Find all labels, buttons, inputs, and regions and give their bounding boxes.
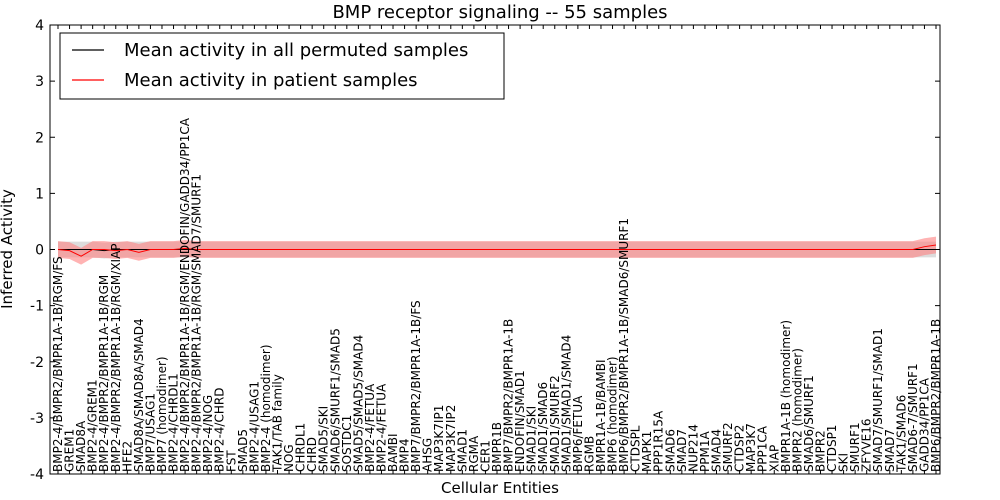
x-tick-label: TAK1/TAB family [271, 374, 285, 473]
x-tick-label: TAK1/SMAD6 [894, 395, 908, 473]
legend-label-0: Mean activity in all permuted samples [124, 40, 468, 61]
x-tick-label: BMP2-4/BMPR2/BMPR1A-1B/RGM/SMAD7/SMURF1 [190, 174, 204, 472]
x-tick-label: ZFYVE16 [860, 418, 874, 472]
x-tick-label: BMPR1B [490, 422, 504, 472]
x-tick-label: SMAD6/SMURF1 [802, 375, 816, 472]
x-tick-label: SMAD7 [883, 429, 897, 472]
x-tick-label: BMP6/FETUA [571, 395, 585, 472]
x-tick-label: AHSG [421, 438, 435, 472]
x-tick-label: SMAD6 [663, 429, 677, 472]
x-tick-label: BMPR1A-1B (homodimer) [779, 320, 793, 472]
x-tick-label: MAP3K7IP2 [444, 405, 458, 472]
legend: Mean activity in all permuted samples Mea… [59, 32, 505, 100]
x-tick-label: CTDSP1 [825, 425, 839, 472]
x-tick-label: GADD34/PP1CA [917, 377, 931, 472]
x-tick-label: SMAD8A [74, 420, 88, 472]
x-tick-label: MAP3K7IP1 [432, 405, 446, 472]
y-tick-label: -3 [30, 411, 44, 427]
series-band-1 [58, 236, 936, 265]
x-tick-label: CER1 [478, 440, 492, 472]
legend-label-1: Mean activity in patient samples [124, 70, 418, 91]
x-tick-label: BMP7/USAG1 [143, 393, 157, 472]
x-tick-label: BMP2-4/BMPR2/BMPR1A-1B/RGM/XIAP [109, 243, 123, 472]
x-tick-label: MAPK1 [640, 431, 654, 472]
x-tick-label: BMPR2 [813, 430, 827, 472]
y-tick-label: 1 [35, 186, 44, 202]
x-tick-label: PPM1A [698, 431, 712, 472]
x-tick-label: SMURF2 [721, 422, 735, 472]
x-tick-label: BAMBI [386, 433, 400, 472]
x-tick-label: BMP7/BMPR2/BMPR1A-1B/FS [409, 300, 423, 472]
x-axis-label: Cellular Entities [441, 479, 559, 497]
x-tick-label: SMAD5 [236, 429, 250, 472]
x-tick-label: NOG [282, 444, 296, 472]
x-tick-label: BMP2-4 (homodimer) [259, 344, 273, 472]
x-tick-label: CTDSP2 [733, 425, 747, 472]
x-tick-label: SMAD5/SMAD5/SMAD4 [351, 335, 365, 472]
x-tick-label: BMP2-4/FETUA [374, 383, 388, 472]
y-tick-label: -2 [30, 355, 44, 371]
x-tick-label: BMP6 (homodimer) [606, 356, 620, 472]
x-tick-label: PPP1R15A [652, 410, 666, 472]
x-tick-label: SMAD1 [455, 429, 469, 472]
x-tick-label: BMP2-4/BMPR2/BMPR1A-1B/RGM/FS [51, 256, 65, 472]
y-tick-label: 3 [35, 74, 44, 90]
x-tick-label: BMPR1A-1B/BAMBI [594, 359, 608, 472]
x-tick-label: BMP2-4/FETUA [363, 383, 377, 472]
x-tick-label: RGMB [582, 436, 596, 472]
chart-title: BMP receptor signaling -- 55 samples [332, 2, 667, 23]
y-tick-label: 0 [35, 243, 44, 259]
y-axis-label: Inferred Activity [0, 189, 16, 309]
x-tick-label: PPP1CA [756, 425, 770, 472]
x-tick-label: SMAD1/SKI [525, 406, 539, 472]
y-tick-label: 4 [35, 18, 44, 34]
x-tick-label: FST [224, 450, 238, 472]
x-tick-label: SMAD5/SKI [317, 406, 331, 472]
x-tick-label: SMAD6-7/SMURF1 [906, 363, 920, 472]
y-tick-label: -4 [30, 467, 44, 483]
x-tick-label: BMP7 (homodimer) [155, 356, 169, 472]
series-line-1 [57, 244, 937, 257]
x-tick-label: SMAD1/SMAD6 [536, 382, 550, 472]
x-tick-label: SMAD7/SMURF1/SMAD1 [871, 328, 885, 472]
x-tick-label: ENDOFIN/SMAD1 [513, 370, 527, 472]
x-tick-label: SMAD6/SMURF1/SMAD5 [328, 328, 342, 472]
y-tick-label: -1 [30, 299, 44, 315]
x-tick-label: SMAD8A/SMAD8A/SMAD4 [132, 318, 146, 472]
x-tick-label: BMP2-4/CHRDL1 [167, 373, 181, 472]
x-tick-label: BMP4 [398, 439, 412, 472]
x-tick-label: CHRDL1 [294, 423, 308, 472]
x-tick-label: BMP7/BMPR2/BMPR1A-1B [502, 319, 516, 472]
x-tick-label: NUP214 [686, 424, 700, 472]
x-tick-label: SMAD7 [675, 429, 689, 472]
x-tick-label: SMAD4 [710, 429, 724, 472]
y-tick-label: 2 [35, 130, 44, 146]
x-tick-label: BMP2-4/CHRD [213, 388, 227, 472]
x-tick-label: BMPR2 (homodimer) [790, 348, 804, 472]
x-tick-label: HFE2 [120, 441, 134, 472]
x-tick-label: SOSTDC1 [340, 415, 354, 472]
x-tick-label: BMP6/BMPR2/BMPR1A-1B/SMAD6/SMURF1 [617, 218, 631, 472]
x-tick-label: MAP3K7 [744, 423, 758, 472]
x-tick-label: CTDSPL [629, 425, 643, 472]
legend-box [59, 32, 505, 100]
x-tick-label: SKI [837, 453, 851, 472]
x-tick-label: BMP2-4/BMPR2/BMPR1A-1B/RGM [97, 275, 111, 472]
x-tick-label: SMAD1/SMURF2 [548, 375, 562, 472]
x-tick-label: XIAP [767, 445, 781, 472]
x-tick-label: BMP2-4/GREM1 [86, 379, 100, 472]
x-tick-label: BMP6/BMPR2/BMPR1A-1B [929, 319, 943, 472]
plot-area: -4 -3 -2 -1 0 1 2 3 4 BMP2-4/BMPR2/BMPR1A-1B/RGM/… [30, 18, 943, 483]
x-tick-label: SMURF1 [848, 422, 862, 472]
x-tick-label: RGMA [467, 435, 481, 472]
x-tick-label: SMAD1/SMAD1/SMAD4 [559, 335, 573, 472]
x-tick-label: BMP2-4/USAG1 [247, 381, 261, 472]
x-tick-label: GREM1 [63, 429, 77, 472]
x-tick-label: BMP2-4/NOG [201, 395, 215, 472]
x-tick-label: CHRD [305, 437, 319, 472]
x-tick-label: BMP2-4/BMPR2/BMPR1A-1B/RGM/ENDOFIN/GADD3… [178, 117, 192, 472]
